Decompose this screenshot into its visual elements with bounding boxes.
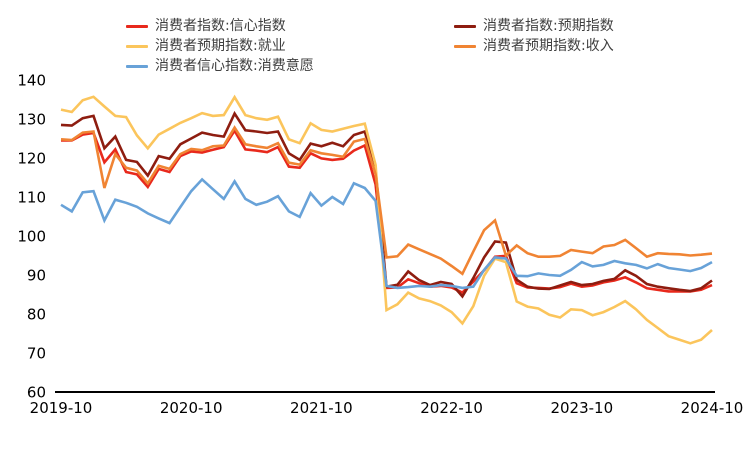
- legend-item-confidence-index: 消费者指数:信心指数: [126, 16, 454, 36]
- legend-item-income-expectation: 消费者预期指数:收入: [454, 36, 714, 56]
- series-line: [60, 94, 713, 345]
- legend-swatch: [454, 44, 476, 48]
- x-axis-tick-label: 2019-10: [30, 399, 93, 417]
- legend-label: 消费者指数:信心指数: [155, 18, 286, 34]
- series-line: [60, 110, 713, 299]
- y-axis-tick-label: 60: [27, 384, 46, 402]
- y-axis-tick-label: 110: [17, 189, 46, 207]
- y-axis-tick-label: 120: [17, 150, 46, 168]
- y-axis-tick-label: 70: [27, 345, 46, 363]
- x-axis-tick-label: 2021-10: [290, 399, 353, 417]
- y-axis-tick-label: 140: [17, 72, 46, 90]
- legend-swatch: [454, 24, 476, 28]
- x-axis-tick-label: 2024-10: [681, 399, 744, 417]
- legend-item-expectation-index: 消费者指数:预期指数: [454, 16, 714, 36]
- y-axis-tick-label: 100: [17, 228, 46, 246]
- legend-label: 消费者预期指数:收入: [483, 38, 614, 54]
- legend-label: 消费者预期指数:就业: [155, 38, 286, 54]
- legend-item-consumption-willingness: 消费者信心指数:消费意愿: [126, 56, 454, 76]
- series-line: [60, 177, 713, 290]
- legend-label: 消费者指数:预期指数: [483, 18, 614, 34]
- legend-swatch: [126, 44, 148, 48]
- x-axis-tick-label: 2023-10: [550, 399, 613, 417]
- legend-item-employment-expectation: 消费者预期指数:就业: [126, 36, 454, 56]
- x-axis-tick-label: 2020-10: [160, 399, 223, 417]
- y-axis-tick-label: 80: [27, 306, 46, 324]
- x-axis-tick-label: 2022-10: [420, 399, 483, 417]
- legend-label: 消费者信心指数:消费意愿: [155, 58, 314, 74]
- chart-legend: 消费者指数:信心指数 消费者指数:预期指数 消费者预期指数:就业 消费者预期指数…: [126, 16, 714, 76]
- series-line: [60, 125, 713, 276]
- legend-swatch: [126, 64, 148, 68]
- y-axis-tick-label: 90: [27, 267, 46, 285]
- y-axis-tick-label: 130: [17, 111, 46, 129]
- legend-swatch: [126, 24, 148, 28]
